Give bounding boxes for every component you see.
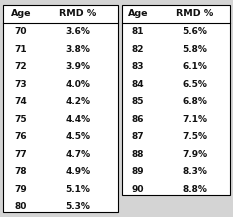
Text: RMD %: RMD % [59,10,97,18]
Bar [122,5,230,194]
Text: 5.8%: 5.8% [183,45,207,54]
Text: 3.6%: 3.6% [65,27,90,36]
Text: 75: 75 [15,115,27,124]
Text: 90: 90 [132,185,144,194]
Text: 4.7%: 4.7% [65,150,91,159]
Text: 70: 70 [15,27,27,36]
Text: 4.4%: 4.4% [65,115,91,124]
Text: 88: 88 [132,150,144,159]
Text: 7.9%: 7.9% [182,150,208,159]
Text: 80: 80 [15,202,27,211]
Text: 73: 73 [15,80,27,89]
Text: 4.5%: 4.5% [65,132,90,141]
Text: 3.8%: 3.8% [65,45,90,54]
Text: 6.1%: 6.1% [183,62,207,71]
Text: 81: 81 [132,27,144,36]
Text: 4.2%: 4.2% [65,97,90,106]
Text: 84: 84 [132,80,144,89]
Text: 72: 72 [15,62,27,71]
Text: 7.1%: 7.1% [182,115,208,124]
Text: 83: 83 [132,62,144,71]
Text: 89: 89 [132,167,144,176]
Bar [3,5,118,212]
Text: 77: 77 [15,150,27,159]
Text: 4.0%: 4.0% [65,80,90,89]
Text: 7.5%: 7.5% [182,132,208,141]
Text: 3.9%: 3.9% [65,62,90,71]
Text: Age: Age [11,10,31,18]
Text: 79: 79 [15,185,27,194]
Text: 8.3%: 8.3% [183,167,207,176]
Text: 74: 74 [15,97,27,106]
Text: 5.3%: 5.3% [65,202,90,211]
Text: Age: Age [128,10,148,18]
Text: RMD %: RMD % [176,10,214,18]
Text: 82: 82 [132,45,144,54]
Text: 4.9%: 4.9% [65,167,91,176]
Text: 85: 85 [132,97,144,106]
Text: 8.8%: 8.8% [183,185,207,194]
Text: 6.5%: 6.5% [183,80,207,89]
Text: 76: 76 [15,132,27,141]
Text: 87: 87 [132,132,144,141]
Text: 86: 86 [132,115,144,124]
Text: 71: 71 [15,45,27,54]
Text: 5.1%: 5.1% [65,185,90,194]
Text: 6.8%: 6.8% [183,97,207,106]
Text: 78: 78 [15,167,27,176]
Text: 5.6%: 5.6% [183,27,207,36]
